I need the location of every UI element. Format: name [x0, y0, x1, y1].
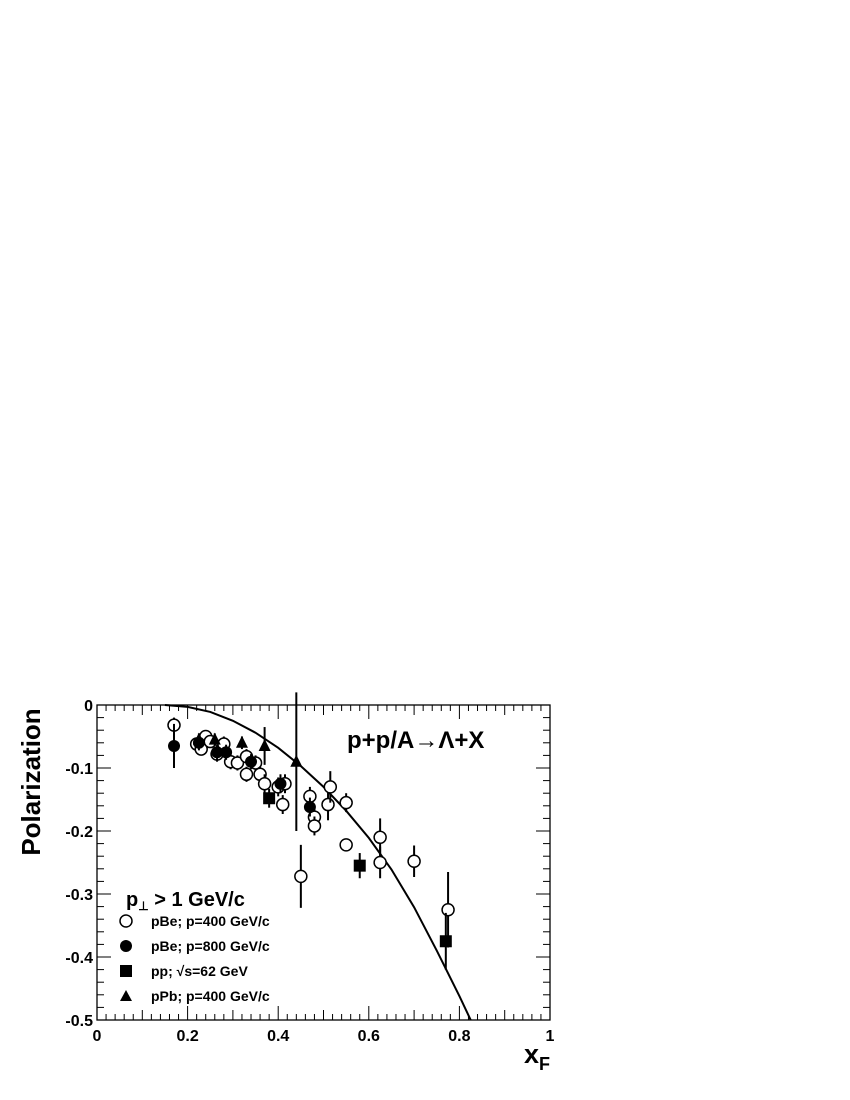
data-point	[208, 732, 221, 745]
legend-header-rest: > 1 GeV/c	[149, 889, 245, 911]
model-curve	[164, 704, 472, 1021]
legend-label: pp; √s=62 GeV	[151, 963, 248, 979]
model-curve-layer	[164, 704, 472, 1021]
data-point	[274, 777, 287, 790]
legend-header-sub: ⊥	[138, 899, 148, 913]
series-filled-triangle	[192, 692, 303, 831]
data-point	[257, 777, 272, 791]
series-filled-square	[263, 788, 452, 970]
x-tick-label: 0.4	[267, 1028, 289, 1045]
data-point	[441, 903, 455, 917]
data-point	[439, 935, 452, 948]
legend-marker-filled-square	[120, 965, 132, 977]
y-tick-label: -0.4	[65, 950, 93, 967]
legend-marker-filled-circle	[120, 940, 132, 952]
data-point	[407, 854, 421, 868]
legend-label: pPb; p=400 GeV/c	[151, 988, 270, 1004]
data-point	[235, 735, 248, 748]
y-tick-label: -0.3	[65, 887, 93, 904]
data-point	[373, 855, 387, 870]
data-point	[168, 739, 181, 752]
data-point	[230, 756, 245, 770]
axis-ticks	[96, 704, 551, 1021]
data-point	[339, 795, 353, 810]
y-tick-label: -0.2	[65, 824, 93, 841]
legend-marker-filled-triangle	[120, 990, 132, 1001]
data-point	[258, 738, 271, 751]
chart-title: p+p/A→Λ+X	[347, 727, 484, 754]
x-axis-title-main: x	[524, 1039, 539, 1069]
y-tick-label: -0.5	[65, 1013, 93, 1030]
data-points-layer	[167, 692, 455, 970]
data-point	[239, 767, 254, 782]
data-point	[294, 869, 308, 884]
x-axis-title: xF	[524, 1039, 550, 1074]
data-point	[211, 746, 224, 759]
legend: p⊥ > 1 GeV/c pBe; p=400 GeV/c pBe; p=800…	[119, 889, 270, 1004]
x-axis-title-subscript: F	[539, 1054, 550, 1074]
legend-header-main: p	[126, 889, 138, 911]
data-point	[353, 859, 366, 872]
legend-label: pBe; p=400 GeV/c	[151, 913, 270, 929]
data-point	[373, 830, 387, 845]
data-point	[192, 732, 205, 745]
x-tick-label: 0.8	[448, 1028, 470, 1045]
x-tick-label: 0.2	[176, 1028, 198, 1045]
x-tick-label: 1	[546, 1028, 555, 1045]
data-point	[303, 801, 316, 814]
data-point	[307, 819, 322, 833]
data-point	[220, 746, 233, 759]
data-point	[263, 792, 276, 805]
y-tick-label: -0.1	[65, 761, 93, 778]
data-point	[290, 754, 303, 767]
data-point	[245, 755, 258, 768]
data-point	[323, 780, 338, 794]
data-point	[339, 838, 353, 852]
y-axis-title: Polarization	[16, 708, 46, 855]
legend-label: pBe; p=800 GeV/c	[151, 938, 270, 954]
y-tick-label: 0	[84, 698, 93, 715]
x-tick-label: 0	[93, 1028, 102, 1045]
legend-marker-open-circle	[119, 914, 133, 928]
data-point	[321, 797, 335, 812]
x-tick-label: 0.6	[358, 1028, 380, 1045]
data-point	[275, 797, 290, 812]
legend-header: p⊥ > 1 GeV/c	[126, 889, 245, 913]
